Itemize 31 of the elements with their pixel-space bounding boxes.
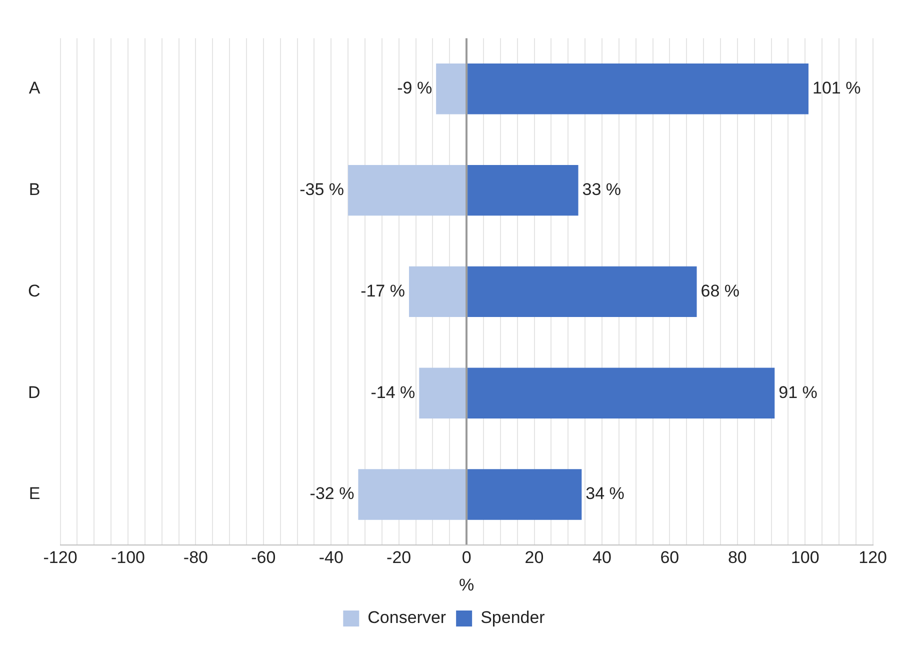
- legend-label: Conserver: [368, 608, 446, 628]
- y-tick-label: D: [28, 382, 40, 402]
- data-label: -9 %: [397, 78, 432, 98]
- x-tick-label: 20: [524, 548, 544, 568]
- y-tick-label: C: [28, 281, 40, 300]
- x-tick-label: 80: [728, 548, 747, 568]
- legend-label: Spender: [480, 608, 546, 628]
- data-label: 68 %: [700, 281, 740, 300]
- x-tick-label: -100: [110, 548, 146, 568]
- x-tick-label: 60: [660, 548, 680, 568]
- y-tick-label: A: [28, 78, 41, 98]
- data-label: 33 %: [582, 180, 622, 199]
- data-label: 101 %: [812, 78, 861, 98]
- data-label: -32 %: [310, 484, 354, 504]
- data-label: -17 %: [360, 281, 405, 300]
- x-tick-label: 0: [462, 548, 472, 568]
- x-tick-label: -120: [43, 548, 78, 568]
- x-tick-label: -60: [251, 548, 276, 568]
- x-tick-label: -40: [318, 548, 344, 568]
- data-label: 91 %: [778, 382, 818, 402]
- x-tick-label: 100: [790, 548, 820, 568]
- data-label: -14 %: [370, 382, 416, 402]
- data-label: -35 %: [300, 180, 344, 199]
- y-tick-label: B: [28, 180, 40, 199]
- x-tick-label: 40: [592, 548, 612, 568]
- y-tick-label: E: [28, 484, 40, 504]
- data-label: 34 %: [586, 484, 624, 504]
- x-tick-label: -20: [386, 548, 412, 568]
- x-tick-label: 120: [858, 548, 888, 568]
- x-tick-label: -80: [183, 548, 208, 568]
- x-axis-title: %: [458, 575, 474, 594]
